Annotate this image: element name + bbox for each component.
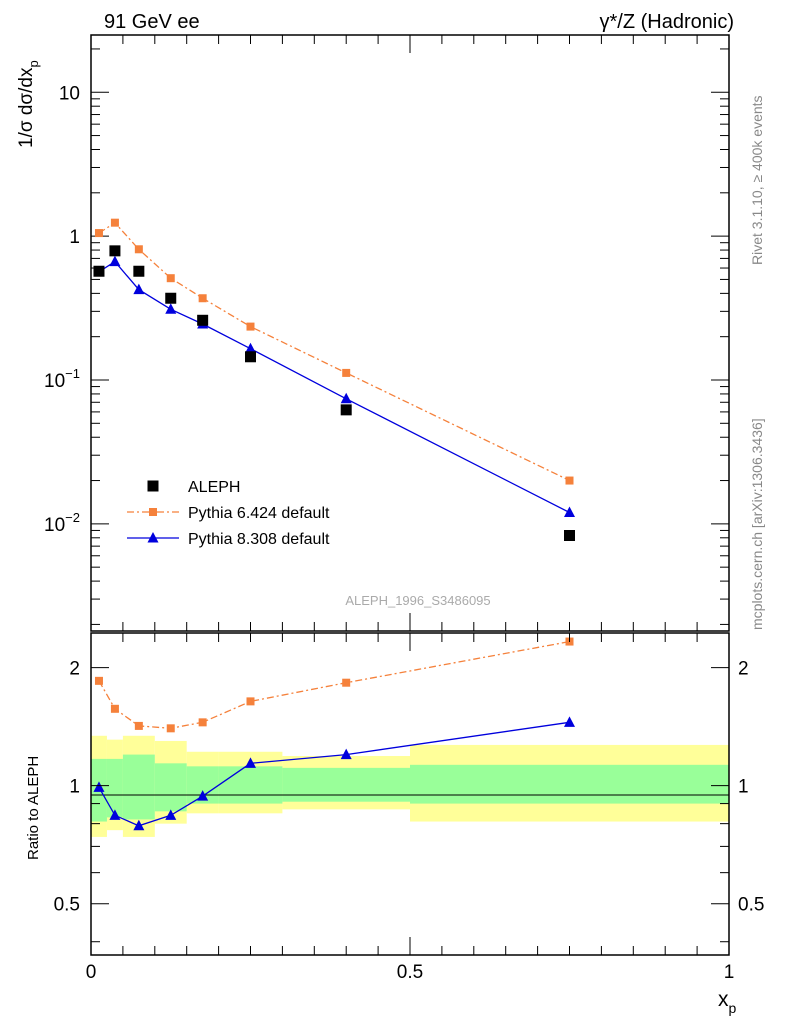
main-py6-point [166,274,175,283]
main-py8-point [165,303,177,314]
ratio-y-tick-label: 0.5 [54,895,80,916]
main-py6-line [98,221,570,482]
main-py6-point [342,368,351,377]
main-py8-line [98,260,570,514]
main-data-point [340,404,352,416]
ratio-band-inner [218,766,283,804]
main-py6-point [94,229,103,238]
ratio-y-tick-label-right: 0.5 [738,895,764,916]
main-data-point [564,529,575,541]
main-series [93,218,575,541]
main-y-tick-label-base: 10 [44,515,65,536]
x-axis-label: xp [718,988,737,1016]
ratio-py6-point [110,704,119,713]
main-py6-point [134,245,143,254]
legend-marker [147,532,159,543]
main-y-label-sub: p [26,60,41,67]
main-data-point [165,292,177,304]
main-py8-point [109,255,121,267]
ratio-frame [90,632,730,956]
ratio-y-tick-label-right: 1 [738,777,749,798]
ratio-band-inner [106,758,123,818]
x-label-sub: p [729,1000,737,1016]
legend-marker [149,508,157,516]
ratio-uncertainty-bands [91,735,729,837]
main-data-point [93,265,105,277]
main-data-point [109,245,121,257]
ratio-py8-point [109,809,121,820]
ratio-py8-point [133,819,145,831]
mcplots-label: mcplots.cern.ch [arXiv:1306.3436] [749,418,765,630]
header-left-title: 91 GeV ee [104,11,200,33]
legend-label: Pythia 6.424 default [188,505,330,522]
ratio-py8-point [197,790,209,801]
main-y-tick-label: 10−1 [44,366,80,392]
x-label-base: x [718,988,729,1011]
main-data-point [133,265,145,277]
main-y-tick-label: 10 [59,83,80,104]
ratio-py8-point [93,781,105,792]
ratio-band-inner [410,764,729,804]
main-py8-point [133,283,145,295]
main-y-tick-label: 10−2 [44,510,80,536]
x-tick-label: 0 [86,962,97,983]
legend-label: Pythia 8.308 default [188,531,330,548]
main-py6-point [246,322,255,331]
ratio-py8-point [340,748,352,760]
main-py6-point [198,294,207,303]
main-y-tick-label-base: 1 [69,227,80,248]
main-y-label-text: 1/σ dσ/dxp [16,60,41,148]
ratio-py8-point [564,716,575,727]
main-data-point [245,351,256,363]
main-py8-point [245,342,256,354]
ratio-band-inner [282,767,410,802]
ratio-panel: 2 2 1 1 0.5 0.5 0 0.5 1 Ratio to ALEPH xp [25,633,764,1016]
ratio-py6-point [94,676,103,685]
ratio-py6-line [98,640,570,729]
ratio-band-inner [122,754,155,820]
legend-label: ALEPH [188,479,240,496]
ratio-y-tick-label: 2 [69,659,80,680]
main-y-axis-label: 1/σ dσ/dxp [16,60,41,148]
main-y-tick-label-exp: −2 [65,510,80,525]
ratio-py6-point [198,718,207,727]
ratio-y-tick-label-right: 2 [738,659,749,680]
ratio-py8-point [165,809,177,820]
ratio-py6-point [134,721,143,730]
main-y-label-base: 1/σ dσ/dx [16,67,37,148]
ratio-py8-point [245,757,256,768]
main-y-tick-label-exp: −1 [65,366,80,381]
x-tick-label: 0.5 [397,962,423,983]
legend: ALEPH Pythia 6.424 default Pythia 8.308 de… [127,479,330,548]
ratio-y-tick-label: 1 [69,777,80,798]
rivet-version-label: Rivet 3.1.10, ≥ 400k events [749,95,765,265]
main-py8-point [564,506,575,517]
ratio-py6-point [342,678,351,687]
ratio-axes: 2 2 1 1 0.5 0.5 0 0.5 1 [54,633,764,983]
main-py6-point [110,218,119,227]
x-tick-label: 1 [724,962,735,983]
main-data-point [197,314,209,326]
ratio-band-inner [154,763,187,812]
main-frame [90,34,730,632]
main-py6-point [565,476,574,485]
ratio-py6-point [166,724,175,733]
main-y-tick-label: 1 [69,227,80,248]
main-y-tick-label-base: 10 [59,83,80,104]
legend-marker [147,480,159,492]
header-right-title: γ*/Z (Hadronic) [600,11,734,33]
main-py8-point [340,392,352,404]
analysis-watermark: ALEPH_1996_S3486095 [345,593,490,608]
main-y-tick-label-base: 10 [44,371,65,392]
ratio-y-label: Ratio to ALEPH [25,756,42,860]
ratio-py6-point [246,697,255,706]
